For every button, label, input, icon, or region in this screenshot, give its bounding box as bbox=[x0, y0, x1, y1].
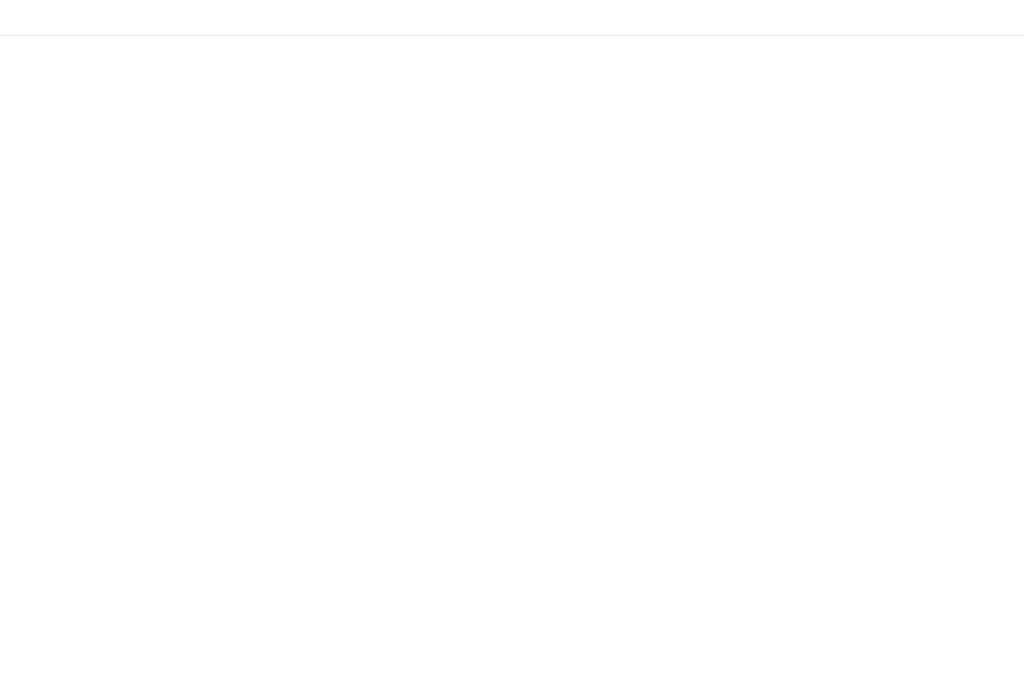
col-header-rank[interactable] bbox=[40, 16, 90, 20]
col-header-logo bbox=[90, 16, 130, 20]
col-header-24h[interactable] bbox=[750, 16, 820, 20]
col-header-price[interactable] bbox=[640, 16, 750, 20]
table-header-row bbox=[0, 0, 1024, 36]
col-header-star bbox=[0, 16, 40, 20]
col-header-7d[interactable] bbox=[820, 16, 890, 20]
asset-table bbox=[0, 0, 1024, 36]
col-header-market-cap[interactable] bbox=[530, 16, 640, 20]
col-header-symbol[interactable] bbox=[390, 16, 530, 20]
col-header-price30[interactable] bbox=[890, 16, 1024, 20]
col-header-name[interactable] bbox=[130, 16, 390, 20]
